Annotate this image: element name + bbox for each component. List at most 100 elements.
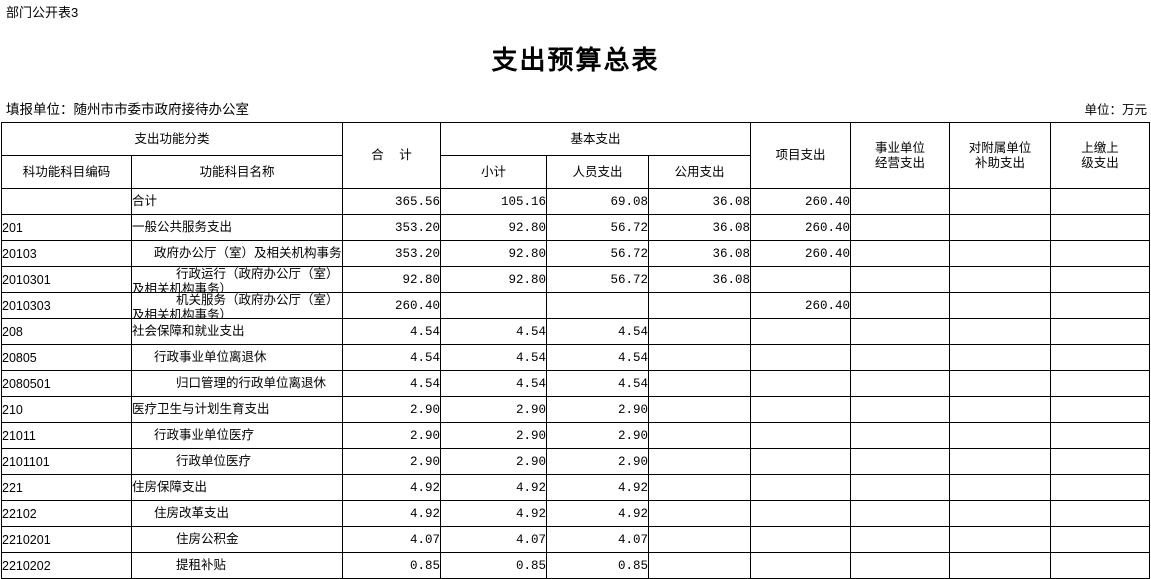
cell-basic-subtotal: 92.80 [440, 240, 548, 267]
cell-basic-public [648, 552, 752, 579]
cell-basic-subtotal [440, 292, 548, 319]
meta-line: 填报单位：随州市市委市政府接待办公室 单位：万元 [0, 101, 1151, 119]
cell-total: 4.92 [342, 500, 442, 527]
cell-business-operating [850, 552, 951, 579]
header-function-code: 科功能科目编码 [1, 155, 132, 189]
cell-project [750, 474, 852, 501]
table-body: 合计 365.56 105.16 69.08 36.08 260.40 201 一般公共服务支… [1, 188, 1151, 579]
cell-basic-public [648, 474, 752, 501]
cell-function-name-text: 行政事业单位离退休 [154, 350, 267, 364]
cell-function-name-text: 归口管理的行政单位离退休 [176, 376, 327, 390]
cell-business-operating [850, 500, 951, 527]
cell-function-name-text: 医疗卫生与计划生育支出 [132, 402, 270, 416]
cell-function-name: 住房保障支出 [130, 474, 344, 501]
cell-basic-personnel: 2.90 [546, 396, 650, 423]
cell-function-code: 2010301 [1, 266, 132, 293]
cell-basic-public [648, 370, 752, 397]
cell-business-operating [850, 214, 951, 241]
cell-function-name: 住房改革支出 [130, 500, 344, 527]
cell-affiliate-subsidy [949, 500, 1052, 527]
table-row: 22102 住房改革支出 4.92 4.92 4.92 [1, 500, 1151, 527]
cell-project: 260.40 [750, 240, 852, 267]
table-row: 2210202 提租补贴 0.85 0.85 0.85 [1, 552, 1151, 579]
cell-basic-public [648, 292, 752, 319]
cell-basic-subtotal: 4.54 [440, 370, 548, 397]
cell-total: 4.07 [342, 526, 442, 553]
header-affiliate-line1: 对附属单位 [968, 140, 1032, 155]
cell-basic-personnel: 2.90 [546, 422, 650, 449]
cell-function-name-text: 住房公积金 [176, 532, 239, 546]
cell-upper-level [1050, 448, 1151, 475]
cell-function-name-text: 提租补贴 [176, 558, 227, 572]
table-row: 210 医疗卫生与计划生育支出 2.90 2.90 2.90 [1, 396, 1151, 423]
cell-basic-subtotal: 2.90 [440, 448, 548, 475]
cell-affiliate-subsidy [949, 396, 1052, 423]
cell-upper-level [1050, 370, 1151, 397]
cell-basic-public: 36.08 [648, 240, 752, 267]
cell-function-code: 2210201 [1, 526, 132, 553]
cell-business-operating [850, 448, 951, 475]
cell-function-code [1, 188, 132, 215]
cell-total: 365.56 [342, 188, 442, 215]
header-function-name: 功能科目名称 [130, 155, 344, 189]
cell-function-name: 社会保障和就业支出 [130, 318, 344, 345]
cell-business-operating [850, 188, 951, 215]
cell-function-code: 2080501 [1, 370, 132, 397]
cell-basic-subtotal: 105.16 [440, 188, 548, 215]
cell-function-code: 20805 [1, 344, 132, 371]
cell-function-name-text: 行政事业单位医疗 [154, 428, 255, 442]
cell-basic-subtotal: 92.80 [440, 214, 548, 241]
cell-project [750, 344, 852, 371]
cell-business-operating [850, 526, 951, 553]
cell-business-operating [850, 370, 951, 397]
cell-basic-personnel: 4.54 [546, 344, 650, 371]
cell-function-name-text: 住房改革支出 [154, 506, 230, 520]
table-row: 2080501 归口管理的行政单位离退休 4.54 4.54 4.54 [1, 370, 1151, 397]
cell-business-operating [850, 266, 951, 293]
header-project-expenditure: 项目支出 [750, 122, 852, 189]
table-row: 2010303 机关服务（政府办公厅（室）及相关机构事务） 260.40 260.40 [1, 292, 1151, 319]
table-row: 20103 政府办公厅（室）及相关机构事务 353.20 92.80 56.72 36.0… [1, 240, 1151, 267]
cell-function-code: 221 [1, 474, 132, 501]
cell-function-code: 2210202 [1, 552, 132, 579]
cell-total: 4.54 [342, 370, 442, 397]
table-row: 2210201 住房公积金 4.07 4.07 4.07 [1, 526, 1151, 553]
cell-function-name-text: 机关服务（政府办公厅（室）及相关机构事务） [132, 293, 339, 318]
header-expenditure-classification: 支出功能分类 [0, 122, 344, 156]
cell-affiliate-subsidy [949, 240, 1052, 267]
cell-function-name: 提租补贴 [130, 552, 344, 579]
cell-basic-subtotal: 4.07 [440, 526, 548, 553]
header-affiliate-line2: 补助支出 [975, 155, 1026, 170]
cell-function-code: 2010303 [1, 292, 132, 319]
table-row: 221 住房保障支出 4.92 4.92 4.92 [1, 474, 1151, 501]
cell-basic-public: 36.08 [648, 266, 752, 293]
cell-basic-personnel: 4.92 [546, 474, 650, 501]
cell-basic-subtotal: 4.54 [440, 344, 548, 371]
cell-upper-level [1050, 552, 1151, 579]
cell-business-operating [850, 422, 951, 449]
cell-basic-personnel: 56.72 [546, 266, 650, 293]
cell-basic-personnel: 2.90 [546, 448, 650, 475]
cell-basic-personnel: 4.07 [546, 526, 650, 553]
header-business-operating-expenditure: 事业单位 经营支出 [850, 122, 951, 189]
header-business-line2: 经营支出 [875, 155, 926, 170]
header-business-line1: 事业单位 [875, 140, 926, 155]
cell-basic-public: 36.08 [648, 188, 752, 215]
table-row: 2010301 行政运行（政府办公厅（室）及相关机构事务） 92.80 92.80 56… [1, 266, 1151, 293]
table-row: 21011 行政事业单位医疗 2.90 2.90 2.90 [1, 422, 1151, 449]
table-row: 208 社会保障和就业支出 4.54 4.54 4.54 [1, 318, 1151, 345]
cell-affiliate-subsidy [949, 448, 1052, 475]
cell-business-operating [850, 292, 951, 319]
cell-affiliate-subsidy [949, 370, 1052, 397]
cell-upper-level [1050, 526, 1151, 553]
cell-upper-level [1050, 240, 1151, 267]
cell-affiliate-subsidy [949, 188, 1052, 215]
cell-basic-public [648, 344, 752, 371]
cell-upper-level [1050, 292, 1151, 319]
cell-basic-subtotal: 4.92 [440, 474, 548, 501]
cell-upper-level [1050, 396, 1151, 423]
cell-function-code: 208 [1, 318, 132, 345]
table-row: 201 一般公共服务支出 353.20 92.80 56.72 36.08 260.40 [1, 214, 1151, 241]
cell-project [750, 526, 852, 553]
cell-basic-public [648, 448, 752, 475]
